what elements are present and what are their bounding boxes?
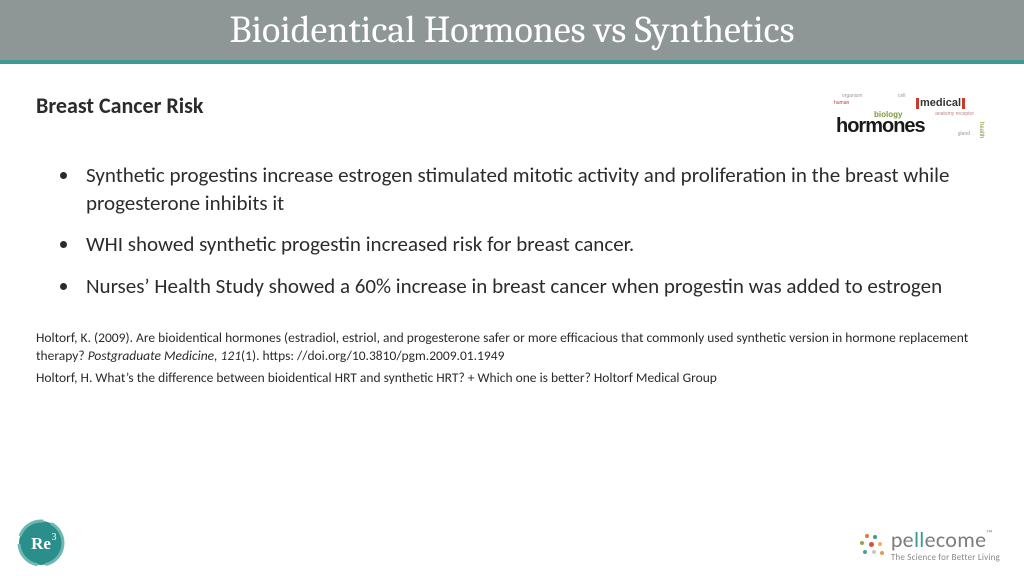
footer: Re 3 pellecome™ The Science for Better L… [0,512,1024,566]
bullet-item: Nurses’ Health Study showed a 60% increa… [80,273,988,301]
section-subtitle: Breast Cancer Risk [36,92,203,119]
reference-line: Holtorf, K. (2009). Are bioidentical hor… [36,329,988,365]
wc-noise: anatomy receptor [935,112,974,117]
svg-text:3: 3 [52,532,57,543]
brand-name: pellecome™ [891,529,1000,551]
slide-title: Bioidentical Hormones vs Synthetics [229,8,794,52]
wordcloud-graphic: organism cell human medical biology anat… [828,92,988,138]
bullet-item: WHI showed synthetic progestin increased… [80,231,988,259]
pellecome-logo: pellecome™ The Science for Better Living [857,529,1000,562]
wc-noise: health [978,122,984,138]
references: Holtorf, K. (2009). Are bioidentical hor… [36,329,988,388]
brand-tagline: The Science for Better Living [891,553,1000,562]
wc-noise: human [834,101,849,106]
dots-icon [857,532,885,560]
ref-text: (1). https: //doi.org/10.3810/pgm.2009.0… [241,347,504,364]
re3-logo: Re 3 [16,516,66,566]
subtitle-row: Breast Cancer Risk organism cell human m… [36,92,988,138]
slide-body: Breast Cancer Risk organism cell human m… [0,64,1024,388]
title-bar: Bioidentical Hormones vs Synthetics [0,0,1024,64]
reference-line: Holtorf, H. What’s the difference betwee… [36,369,988,387]
bullet-list: Synthetic progestins increase estrogen s… [36,162,988,301]
brand-accent: ll [914,526,925,553]
brand-pre: pe [891,526,914,553]
brand-text: pellecome™ The Science for Better Living [891,529,1000,562]
svg-text:Re: Re [31,534,51,553]
bullet-item: Synthetic progestins increase estrogen s… [80,162,988,217]
wc-noise: gland [958,132,970,137]
wc-noise: organism [842,94,863,99]
wc-secondary: medical [916,98,966,109]
wc-main: hormones [836,116,925,136]
ref-text: Holtorf, H. What’s the difference betwee… [36,369,717,386]
trademark-icon: ™ [986,528,993,539]
ref-italic: Postgraduate Medicine, 121 [88,347,241,364]
wc-noise: cell [898,94,906,99]
brand-post: ecome [925,526,987,553]
